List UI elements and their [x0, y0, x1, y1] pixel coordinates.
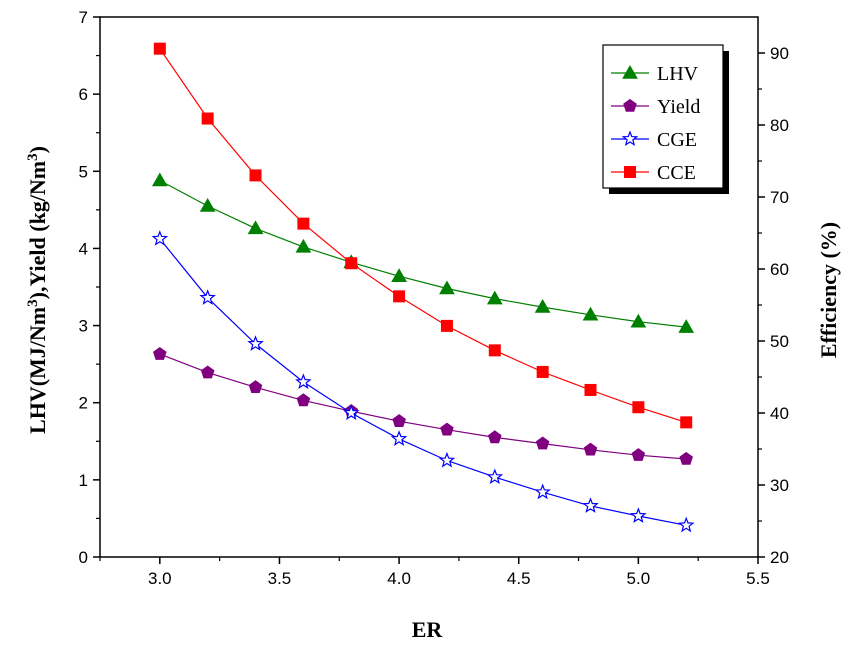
y-left-tick-label: 2	[79, 394, 88, 413]
x-tick-label: 4.0	[387, 569, 411, 588]
data-point-cce	[440, 319, 453, 332]
data-point-cce	[393, 290, 406, 303]
y-right-tick-label: 90	[770, 44, 789, 63]
y-left-tick-label: 7	[79, 8, 88, 27]
y-right-tick-label: 30	[770, 476, 789, 495]
data-point-lhv	[391, 268, 407, 282]
data-point-cge	[247, 335, 264, 351]
legend-label-yield: Yield	[657, 96, 700, 118]
series-lhv	[151, 172, 695, 333]
series-yield	[153, 346, 693, 465]
y-left-tick-label: 1	[79, 471, 88, 490]
data-point-cge	[486, 468, 504, 485]
series-line-lhv	[159, 179, 687, 328]
legend-marker-cce	[624, 166, 636, 178]
data-point-cce	[297, 217, 310, 230]
data-point-yield	[392, 414, 406, 427]
data-point-cge	[151, 230, 169, 246]
legend-label-cge: CGE	[657, 129, 697, 151]
data-point-cce	[249, 169, 262, 182]
series-cce	[153, 42, 693, 429]
data-point-cge	[438, 451, 456, 468]
data-point-cce	[632, 401, 645, 414]
y-left-tick-label: 3	[79, 317, 88, 336]
series-line-cce	[159, 48, 687, 423]
data-point-yield	[248, 380, 263, 393]
y-right-tick-label: 70	[770, 188, 789, 207]
legend-box	[602, 44, 724, 189]
y-right-tick-label: 60	[770, 260, 789, 279]
series-cge	[151, 230, 695, 533]
data-point-yield	[535, 436, 550, 450]
data-point-yield	[440, 422, 454, 436]
data-point-yield	[153, 346, 167, 360]
data-point-lhv	[439, 280, 455, 295]
data-point-lhv	[486, 290, 503, 305]
data-point-cge	[582, 497, 599, 513]
data-point-lhv	[630, 313, 647, 328]
data-point-yield	[583, 442, 598, 456]
data-point-cge	[199, 289, 216, 305]
series-line-yield	[159, 353, 687, 460]
x-tick-label: 3.0	[148, 569, 172, 588]
y-right-tick-label: 80	[770, 116, 789, 135]
data-point-lhv	[151, 172, 168, 187]
y-right-tick-label: 50	[770, 332, 789, 351]
x-tick-label: 3.5	[268, 569, 292, 588]
data-point-yield	[679, 451, 693, 465]
legend-label-lhv: LHV	[657, 63, 699, 85]
y-left-tick-label: 4	[79, 239, 88, 258]
y-right-tick-label: 40	[770, 404, 789, 423]
data-point-cce	[488, 344, 501, 357]
data-point-cce	[536, 365, 549, 378]
data-point-cge	[630, 507, 647, 523]
data-point-cce	[345, 257, 358, 270]
data-point-lhv	[247, 220, 264, 235]
y-axis-right-title: Efficiency (%)	[816, 222, 841, 358]
data-point-cce	[201, 112, 214, 125]
legend: LHV Yield CGE CCE	[602, 44, 729, 194]
x-axis: 3.0 3.5 4.0 4.5 5.0 5.5	[99, 557, 770, 588]
y-axis-left-title: LHV(MJ/Nm3),Yield (kg/Nm3)	[25, 146, 50, 434]
y-axis-right: 20 30 40 50 60 70 80 90	[758, 44, 789, 567]
data-point-yield	[488, 430, 502, 444]
y-left-tick-label: 5	[79, 162, 88, 181]
series-line-cge	[159, 238, 687, 526]
legend-marker-cge	[621, 130, 639, 147]
data-point-cge	[342, 404, 360, 421]
data-point-yield	[200, 365, 215, 379]
data-point-cge	[295, 373, 312, 390]
y-left-tick-label: 6	[79, 85, 88, 104]
data-point-cge	[534, 483, 551, 500]
data-point-lhv	[295, 238, 312, 253]
data-point-lhv	[534, 299, 551, 313]
data-point-cce	[584, 383, 597, 396]
series-layer	[151, 42, 695, 533]
data-point-yield	[296, 393, 311, 407]
y-axis-left: 0 1 2 3 4 5 6 7	[79, 8, 100, 567]
y-right-tick-label: 20	[770, 548, 789, 567]
data-point-yield	[631, 448, 646, 461]
data-point-cce	[680, 416, 693, 429]
data-point-cce	[153, 42, 166, 55]
data-point-lhv	[678, 319, 695, 333]
x-tick-label: 5.5	[746, 569, 770, 588]
data-point-lhv	[582, 306, 599, 321]
legend-marker-lhv	[622, 64, 638, 79]
y-left-tick-label: 0	[79, 548, 88, 567]
x-axis-title: ER	[412, 617, 444, 642]
legend-label-cce: CCE	[657, 162, 696, 184]
legend-marker-yield	[623, 98, 637, 112]
x-tick-label: 4.5	[507, 569, 531, 588]
data-point-cge	[390, 430, 408, 446]
data-point-cge	[677, 516, 695, 533]
data-point-lhv	[199, 197, 216, 212]
x-tick-label: 5.0	[627, 569, 651, 588]
